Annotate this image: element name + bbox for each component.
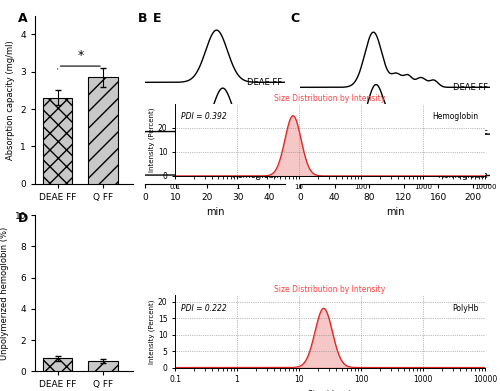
Text: Hemoglobin: Hemoglobin	[438, 171, 488, 180]
X-axis label: min: min	[386, 207, 404, 217]
Y-axis label: Intensity (Percent): Intensity (Percent)	[148, 108, 155, 172]
Text: E: E	[152, 12, 161, 25]
Y-axis label: Absorption capacity (mg/ml): Absorption capacity (mg/ml)	[6, 40, 15, 160]
Text: DEAE FF: DEAE FF	[453, 83, 488, 92]
Text: PDI = 0.392: PDI = 0.392	[181, 112, 227, 121]
Text: A: A	[18, 12, 27, 25]
Text: Hemoglobin: Hemoglobin	[231, 170, 282, 179]
Text: D: D	[18, 212, 28, 225]
Title: Size Distribution by Intensity: Size Distribution by Intensity	[274, 285, 386, 294]
Y-axis label: Intensity (Percent): Intensity (Percent)	[148, 299, 155, 364]
Text: DEAE FF: DEAE FF	[247, 78, 282, 87]
Bar	[88, 77, 118, 184]
Text: *: *	[77, 49, 84, 62]
X-axis label: min: min	[206, 207, 225, 217]
Y-axis label: Unpolymerized hemoglobin (%): Unpolymerized hemoglobin (%)	[0, 227, 9, 360]
Bar	[43, 98, 72, 184]
Text: B: B	[138, 12, 147, 25]
Text: Hemoglobin: Hemoglobin	[432, 112, 479, 121]
Text: PDI = 0.222: PDI = 0.222	[181, 304, 227, 313]
Bar	[88, 361, 118, 371]
Title: Size Distribution by Intensity: Size Distribution by Intensity	[274, 94, 386, 103]
Text: PolyHb: PolyHb	[452, 304, 479, 313]
Bar	[43, 358, 72, 371]
Text: Q FF: Q FF	[263, 127, 282, 136]
Text: C: C	[290, 12, 300, 25]
Text: Q FF: Q FF	[470, 130, 488, 139]
X-axis label: Size (d.nm): Size (d.nm)	[308, 390, 352, 391]
